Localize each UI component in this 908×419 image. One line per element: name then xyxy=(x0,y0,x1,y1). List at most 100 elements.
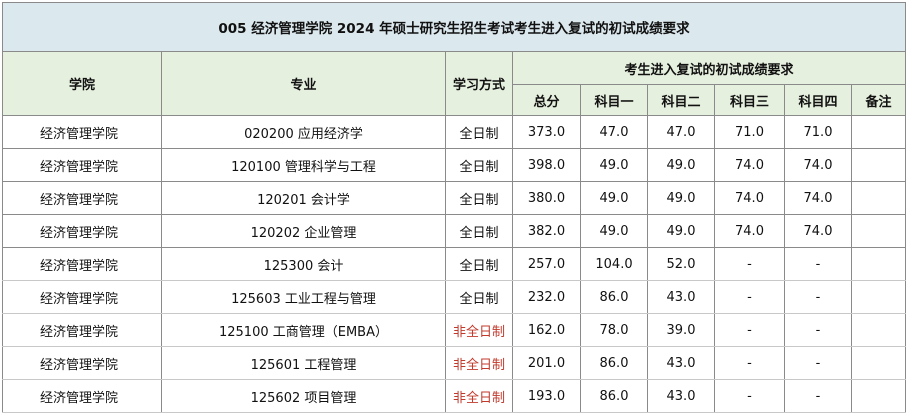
cell-subject2: 43.0 xyxy=(647,280,715,314)
cell-major: 125601 工程管理 xyxy=(161,346,446,380)
cell-study-mode: 全日制 xyxy=(445,148,513,182)
cell-college: 经济管理学院 xyxy=(2,313,162,347)
cell-study-mode: 非全日制 xyxy=(445,379,513,413)
cell-major: 125602 项目管理 xyxy=(161,379,446,413)
cell-subject4: 74.0 xyxy=(784,181,852,215)
table-row: 经济管理学院 125601 工程管理 非全日制 201.0 86.0 43.0 … xyxy=(2,346,906,380)
cell-subject3: - xyxy=(714,379,785,413)
cell-remarks xyxy=(851,313,906,347)
header-subject1: 科目一 xyxy=(580,84,648,116)
cell-subject2: 47.0 xyxy=(647,115,715,149)
cell-subject1: 86.0 xyxy=(580,280,648,314)
cell-subject1: 86.0 xyxy=(580,346,648,380)
header-subject2: 科目二 xyxy=(647,84,715,116)
table-title: 005 经济管理学院 2024 年硕士研究生招生考试考生进入复试的初试成绩要求 xyxy=(2,2,906,52)
cell-total: 373.0 xyxy=(512,115,581,149)
cell-remarks xyxy=(851,346,906,380)
cell-total: 193.0 xyxy=(512,379,581,413)
cell-college: 经济管理学院 xyxy=(2,379,162,413)
cell-study-mode: 全日制 xyxy=(445,115,513,149)
header-college: 学院 xyxy=(2,51,162,116)
cell-subject4: 74.0 xyxy=(784,214,852,248)
cell-subject1: 86.0 xyxy=(580,379,648,413)
cell-major: 120100 管理科学与工程 xyxy=(161,148,446,182)
cell-remarks xyxy=(851,115,906,149)
cell-major: 125603 工业工程与管理 xyxy=(161,280,446,314)
table-row: 经济管理学院 020200 应用经济学 全日制 373.0 47.0 47.0 … xyxy=(2,115,906,149)
cell-subject3: 71.0 xyxy=(714,115,785,149)
cell-subject3: - xyxy=(714,313,785,347)
cell-college: 经济管理学院 xyxy=(2,115,162,149)
cell-study-mode: 非全日制 xyxy=(445,346,513,380)
table-row: 经济管理学院 120202 企业管理 全日制 382.0 49.0 49.0 7… xyxy=(2,214,906,248)
cell-subject1: 49.0 xyxy=(580,181,648,215)
cell-total: 257.0 xyxy=(512,247,581,281)
cell-subject4: - xyxy=(784,379,852,413)
cell-subject1: 78.0 xyxy=(580,313,648,347)
cell-subject3: - xyxy=(714,280,785,314)
table-row: 经济管理学院 120100 管理科学与工程 全日制 398.0 49.0 49.… xyxy=(2,148,906,182)
cell-subject3: 74.0 xyxy=(714,148,785,182)
cell-college: 经济管理学院 xyxy=(2,148,162,182)
cell-college: 经济管理学院 xyxy=(2,247,162,281)
table-body: 经济管理学院 020200 应用经济学 全日制 373.0 47.0 47.0 … xyxy=(2,115,906,413)
cell-subject2: 43.0 xyxy=(647,379,715,413)
table-row: 经济管理学院 125603 工业工程与管理 全日制 232.0 86.0 43.… xyxy=(2,280,906,314)
cell-remarks xyxy=(851,247,906,281)
score-requirements-table: 005 经济管理学院 2024 年硕士研究生招生考试考生进入复试的初试成绩要求 … xyxy=(2,2,906,413)
cell-subject3: - xyxy=(714,247,785,281)
cell-study-mode: 全日制 xyxy=(445,280,513,314)
cell-subject4: - xyxy=(784,280,852,314)
header-study-mode: 学习方式 xyxy=(445,51,513,116)
cell-subject1: 47.0 xyxy=(580,115,648,149)
cell-study-mode: 全日制 xyxy=(445,181,513,215)
cell-subject4: 71.0 xyxy=(784,115,852,149)
cell-college: 经济管理学院 xyxy=(2,214,162,248)
cell-subject2: 39.0 xyxy=(647,313,715,347)
cell-subject2: 49.0 xyxy=(647,148,715,182)
cell-subject4: - xyxy=(784,247,852,281)
cell-subject1: 104.0 xyxy=(580,247,648,281)
cell-remarks xyxy=(851,181,906,215)
cell-total: 380.0 xyxy=(512,181,581,215)
cell-total: 398.0 xyxy=(512,148,581,182)
cell-remarks xyxy=(851,214,906,248)
cell-subject3: - xyxy=(714,346,785,380)
cell-subject1: 49.0 xyxy=(580,148,648,182)
table-row: 经济管理学院 120201 会计学 全日制 380.0 49.0 49.0 74… xyxy=(2,181,906,215)
cell-major: 120201 会计学 xyxy=(161,181,446,215)
cell-subject4: 74.0 xyxy=(784,148,852,182)
header-total: 总分 xyxy=(512,84,581,116)
cell-subject3: 74.0 xyxy=(714,181,785,215)
cell-subject4: - xyxy=(784,313,852,347)
cell-subject1: 49.0 xyxy=(580,214,648,248)
header-subject4: 科目四 xyxy=(784,84,852,116)
cell-college: 经济管理学院 xyxy=(2,346,162,380)
cell-subject4: - xyxy=(784,346,852,380)
cell-study-mode: 全日制 xyxy=(445,247,513,281)
table-row: 经济管理学院 125100 工商管理（EMBA） 非全日制 162.0 78.0… xyxy=(2,313,906,347)
cell-total: 162.0 xyxy=(512,313,581,347)
cell-study-mode: 非全日制 xyxy=(445,313,513,347)
cell-major: 125300 会计 xyxy=(161,247,446,281)
header-major: 专业 xyxy=(161,51,446,116)
cell-college: 经济管理学院 xyxy=(2,280,162,314)
header-remarks: 备注 xyxy=(851,84,906,116)
cell-college: 经济管理学院 xyxy=(2,181,162,215)
header-subject3: 科目三 xyxy=(714,84,785,116)
cell-remarks xyxy=(851,379,906,413)
cell-major: 020200 应用经济学 xyxy=(161,115,446,149)
header-requirements-group: 考生进入复试的初试成绩要求 xyxy=(512,51,906,85)
cell-subject2: 49.0 xyxy=(647,181,715,215)
cell-subject2: 43.0 xyxy=(647,346,715,380)
cell-major: 120202 企业管理 xyxy=(161,214,446,248)
table-row: 经济管理学院 125602 项目管理 非全日制 193.0 86.0 43.0 … xyxy=(2,379,906,413)
cell-major: 125100 工商管理（EMBA） xyxy=(161,313,446,347)
cell-subject2: 49.0 xyxy=(647,214,715,248)
cell-remarks xyxy=(851,148,906,182)
cell-total: 232.0 xyxy=(512,280,581,314)
table-row: 经济管理学院 125300 会计 全日制 257.0 104.0 52.0 - … xyxy=(2,247,906,281)
cell-total: 382.0 xyxy=(512,214,581,248)
cell-study-mode: 全日制 xyxy=(445,214,513,248)
cell-subject2: 52.0 xyxy=(647,247,715,281)
